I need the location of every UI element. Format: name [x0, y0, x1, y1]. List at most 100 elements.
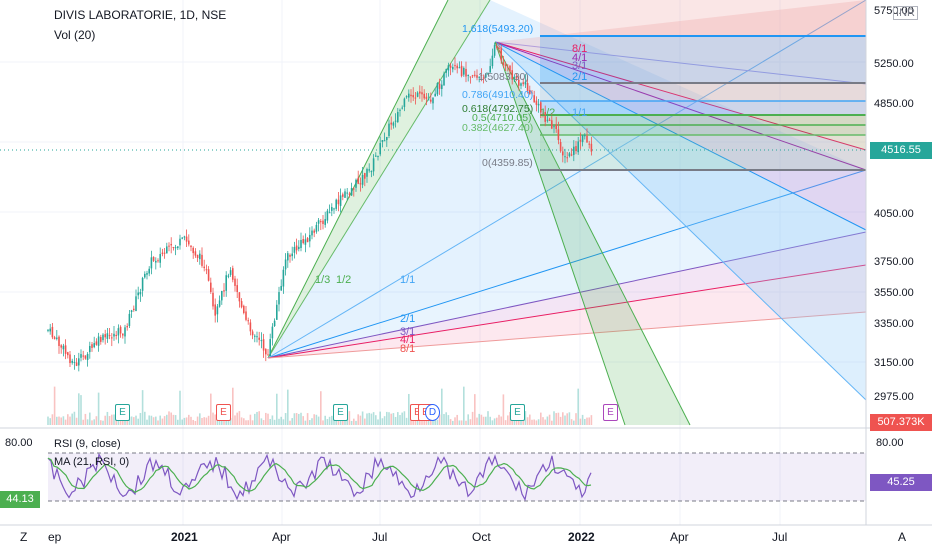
- candle-body: [304, 239, 307, 245]
- volume-bar: [80, 395, 82, 425]
- candle-body: [458, 67, 461, 69]
- candle-body: [89, 346, 91, 353]
- volume-bar: [368, 412, 370, 425]
- volume-bar: [71, 413, 73, 425]
- volume-bar: [388, 412, 390, 425]
- volume-bar: [581, 414, 584, 425]
- candle-body: [348, 193, 351, 195]
- earnings-event-marker[interactable]: E: [603, 404, 618, 421]
- candle-body: [412, 95, 414, 98]
- volume-bar: [84, 413, 87, 425]
- rsi-left-tag: 44.13: [0, 491, 40, 508]
- volume-bar: [271, 415, 274, 425]
- volume-bar: [260, 418, 263, 425]
- volume-bar: [163, 416, 166, 425]
- volume-bar: [586, 417, 588, 425]
- candle-body: [540, 102, 542, 113]
- candle-body: [498, 47, 500, 50]
- ma-legend[interactable]: MA (21, RSI, 0): [54, 456, 130, 468]
- dividend-event-marker[interactable]: D: [425, 404, 440, 421]
- candle-body: [562, 151, 564, 156]
- volume-bar: [529, 414, 531, 425]
- candle-body: [361, 174, 364, 185]
- volume-bar: [150, 415, 153, 425]
- volume-bar: [502, 394, 505, 425]
- candle-body: [491, 55, 494, 67]
- earnings-event-marker[interactable]: E: [216, 404, 231, 421]
- candle-body: [405, 96, 408, 98]
- candle-body: [368, 169, 370, 171]
- candle-body: [183, 236, 186, 238]
- auto-scale-toggle[interactable]: A: [898, 530, 907, 544]
- candle-body: [474, 74, 476, 76]
- candle-body: [168, 245, 170, 247]
- volume-bar: [500, 416, 502, 425]
- price-candles: [47, 42, 593, 372]
- candle-body: [291, 253, 293, 257]
- volume-bar: [564, 415, 566, 425]
- rsi-pane[interactable]: [47, 452, 866, 502]
- time-tick: Apr: [272, 530, 291, 544]
- candle-body: [148, 268, 150, 274]
- volume-bar: [172, 414, 175, 425]
- volume-bar: [348, 411, 351, 425]
- candle-body: [234, 278, 236, 286]
- volume-bar: [245, 420, 247, 425]
- candle-body: [370, 171, 373, 173]
- rsi-legend[interactable]: RSI (9, close): [54, 438, 121, 450]
- candle-body: [537, 103, 540, 106]
- volume-bar: [267, 413, 269, 425]
- fib-label-1618: 1.618(5493.20): [462, 23, 533, 35]
- earnings-event-marker[interactable]: E: [333, 404, 348, 421]
- candle-body: [511, 70, 513, 80]
- volume-legend[interactable]: Vol (20): [54, 28, 96, 42]
- volume-bar: [449, 419, 452, 425]
- candle-body: [280, 285, 282, 291]
- earnings-event-marker[interactable]: E: [510, 404, 525, 421]
- volume-bar: [339, 417, 342, 425]
- time-tick: Jul: [372, 530, 387, 544]
- symbol-title[interactable]: DIVIS LABORATORIE, 1D, NSE: [54, 8, 227, 22]
- earnings-event-marker[interactable]: E: [115, 404, 130, 421]
- time-tick: 2022: [568, 530, 595, 544]
- fib-label-0618: 0.618(4792.75): [462, 103, 533, 115]
- candle-body: [504, 64, 507, 67]
- volume-bar: [159, 415, 161, 425]
- candle-body: [58, 336, 60, 346]
- volume-bar: [56, 416, 58, 425]
- volume-bar: [350, 420, 353, 425]
- gann-fan-high[interactable]: [494, 0, 867, 426]
- candle-body: [507, 66, 509, 68]
- fib-retracement[interactable]: [540, 0, 866, 171]
- gann-fan-low[interactable]: [267, 0, 867, 359]
- currency-label[interactable]: INR: [893, 6, 918, 20]
- candle-body: [401, 107, 403, 109]
- candle-body: [236, 285, 238, 293]
- price-tick: 3550.00: [874, 287, 914, 299]
- rsi-tick: 80.00: [876, 437, 904, 449]
- candle-body: [526, 82, 529, 92]
- candle-body: [49, 328, 51, 332]
- volume-bar: [196, 416, 199, 425]
- volume-bar: [179, 390, 181, 425]
- candle-body: [130, 310, 133, 312]
- volume-bar: [276, 393, 278, 425]
- volume-bar: [372, 412, 375, 425]
- volume-bar: [386, 411, 388, 425]
- volume-bar: [119, 417, 122, 425]
- volume-bar: [168, 411, 170, 425]
- candle-body: [388, 123, 390, 136]
- volume-bar: [152, 417, 155, 425]
- volume-bar: [403, 411, 406, 425]
- candle-body: [427, 99, 430, 101]
- zoom-toggle[interactable]: Z: [20, 530, 28, 544]
- candle-body: [108, 335, 111, 337]
- candle-body: [342, 194, 344, 197]
- volume-bar: [214, 414, 216, 425]
- volume-bar: [322, 420, 324, 425]
- volume-bar: [315, 414, 318, 425]
- volume-bar: [309, 420, 311, 425]
- volume-bar: [390, 413, 392, 425]
- candle-body: [78, 358, 80, 366]
